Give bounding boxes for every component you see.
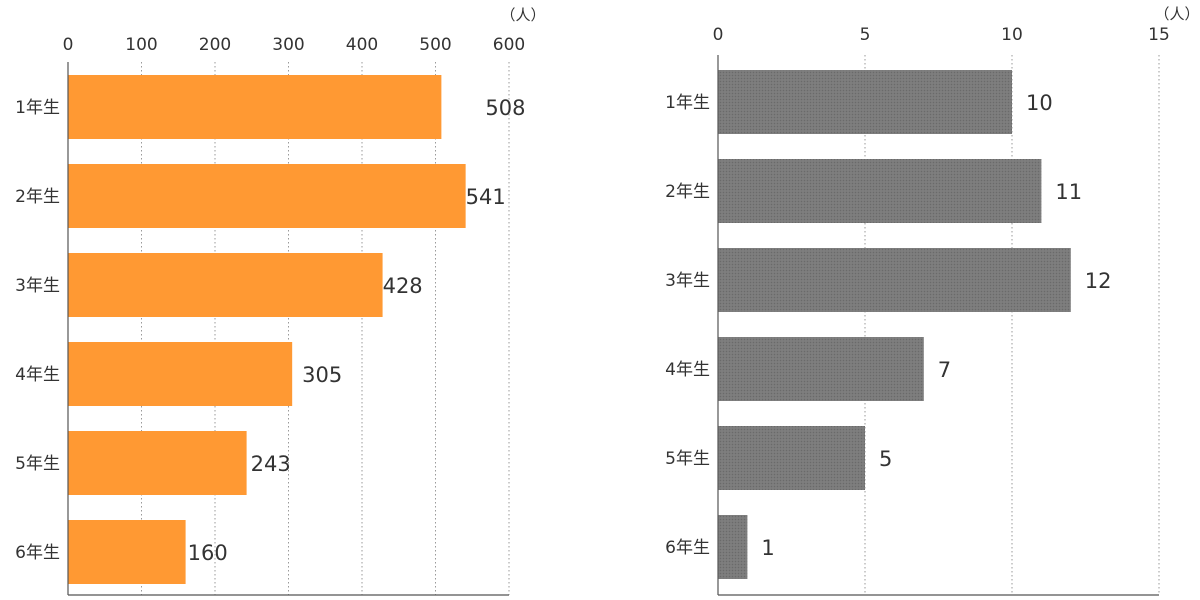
bar [68,520,186,584]
category-label: 5年生 [15,454,60,474]
category-label: 6年生 [15,543,60,563]
x-tick-label: 10 [1001,25,1023,45]
category-label: 1年生 [665,93,710,113]
x-tick-label: 200 [199,35,231,55]
data-label: 11 [1055,180,1082,204]
category-label: 4年生 [15,365,60,385]
bar [718,248,1071,312]
bar [718,337,924,401]
x-tick-label: 5 [860,25,871,45]
data-label: 508 [485,96,525,120]
bar [68,164,466,228]
x-tick-label: 15 [1148,25,1170,45]
x-tick-label: 300 [272,35,304,55]
unit-label: （人） [500,6,545,24]
category-label: 1年生 [15,98,60,118]
category-label: 2年生 [15,187,60,207]
data-label: 12 [1085,269,1112,293]
data-label: 160 [188,541,228,565]
bar [718,426,865,490]
category-label: 3年生 [15,276,60,296]
data-label: 7 [938,358,951,382]
x-tick-label: 0 [63,35,74,55]
left-chart: 0 100 200 300 400 500 600 （人） 1年生 508 2年生 541 3年生 428… [15,6,546,596]
category-label: 2年生 [665,182,710,202]
category-label: 3年生 [665,271,710,291]
data-label: 10 [1026,91,1053,115]
x-tick-label: 100 [125,35,157,55]
bar [718,515,748,579]
x-tick-label: 0 [713,25,724,45]
data-label: 428 [383,274,423,298]
bar [718,70,1012,134]
right-chart: 0 5 10 15 （人） 1年生 10 2年生 11 3年生 12 4年生 7 5年生 5 6年生 1 [665,5,1200,596]
x-tick-label: 400 [346,35,378,55]
category-label: 6年生 [665,538,710,558]
unit-label: （人） [1154,5,1199,23]
bar [68,75,442,139]
bar [68,253,383,317]
x-tick-label: 500 [419,35,451,55]
x-tick-label: 600 [493,35,525,55]
data-label: 1 [761,536,774,560]
data-label: 305 [302,363,342,387]
bar [68,431,247,495]
category-label: 4年生 [665,360,710,380]
data-label: 5 [879,447,892,471]
bar [718,159,1042,223]
data-label: 541 [466,185,506,209]
bar [68,342,293,406]
category-label: 5年生 [665,449,710,469]
data-label: 243 [251,452,291,476]
